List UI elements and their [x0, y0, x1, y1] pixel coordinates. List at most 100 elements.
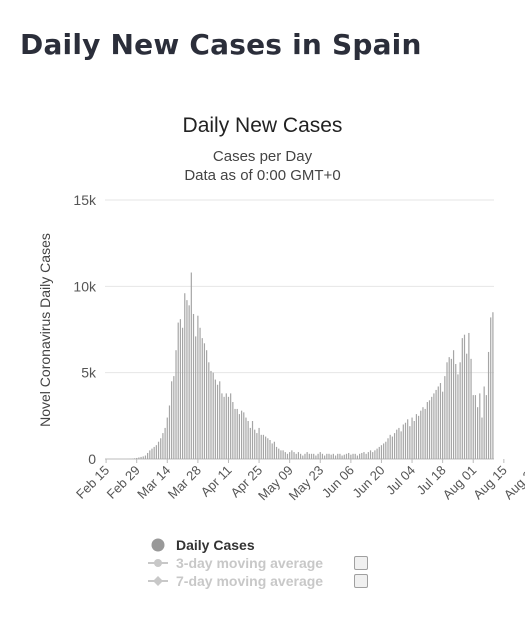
bar — [485, 395, 487, 459]
x-tick-label: Jun 06 — [319, 463, 357, 501]
legend-item-3-day-average[interactable]: 3-day moving average — [148, 554, 378, 572]
x-tick-label: Mar 14 — [134, 463, 173, 502]
bar — [284, 452, 286, 459]
bar — [153, 446, 155, 459]
bar — [332, 453, 334, 459]
bar — [210, 370, 212, 459]
bar — [265, 436, 267, 459]
bar — [470, 358, 472, 459]
x-tick-label: Jul 04 — [383, 463, 418, 498]
legend-checkbox-7-day-average[interactable] — [354, 574, 368, 588]
bar — [402, 424, 404, 459]
bar — [304, 453, 306, 459]
legend-label-3-day-average: 3-day moving average — [176, 555, 324, 571]
bar — [396, 429, 398, 459]
bar — [383, 443, 385, 459]
x-tick-label: Mar 28 — [165, 463, 204, 502]
bar — [413, 421, 415, 459]
bar — [376, 448, 378, 459]
bar — [398, 427, 400, 459]
bar — [291, 450, 293, 459]
bar — [214, 379, 216, 459]
bar — [201, 338, 203, 459]
x-tick-label: Aug 01 — [440, 463, 480, 503]
bar — [367, 452, 369, 459]
bar — [439, 383, 442, 459]
bar — [208, 362, 210, 459]
legend-label-daily-cases: Daily Cases — [176, 537, 255, 553]
bar — [142, 456, 144, 459]
bar — [389, 434, 391, 459]
chart-subtitle-line-1: Cases per Day — [212, 148, 313, 165]
bar — [295, 453, 297, 459]
bar — [354, 453, 356, 459]
bar — [461, 338, 463, 459]
bar — [133, 458, 136, 459]
bar — [260, 434, 262, 459]
bar — [492, 312, 494, 459]
bar — [337, 453, 339, 459]
bar — [490, 317, 492, 459]
bar — [173, 376, 175, 459]
bar — [147, 452, 149, 459]
page-title: Daily New Cases in Spain — [20, 28, 422, 61]
bar — [269, 440, 271, 459]
bar — [319, 452, 321, 459]
bar — [479, 393, 481, 459]
bar — [199, 327, 201, 459]
x-tick-label: Feb 15 — [73, 463, 112, 502]
y-axis-label: Novel Coronavirus Daily Cases — [37, 233, 53, 427]
bar — [385, 441, 387, 459]
bar — [282, 450, 284, 459]
bar — [372, 452, 374, 459]
bar — [275, 446, 278, 459]
bar — [407, 419, 409, 459]
y-tick-label: 0 — [88, 451, 96, 467]
legend-checkbox-3-day-average[interactable] — [354, 556, 368, 570]
bar — [444, 376, 446, 459]
line-diamond-legend-icon — [148, 576, 168, 586]
bar — [481, 417, 483, 459]
bar — [455, 364, 457, 459]
bar — [422, 407, 424, 459]
bar — [197, 315, 199, 459]
bar — [426, 402, 428, 459]
bar — [474, 395, 477, 459]
x-tick-label: Apr 11 — [198, 463, 235, 500]
bar — [431, 396, 433, 459]
bar — [317, 453, 319, 459]
bar — [313, 453, 315, 459]
bar — [348, 452, 350, 459]
bar — [221, 393, 223, 459]
bar — [306, 452, 308, 459]
legend-item-daily-cases[interactable]: Daily Cases — [148, 536, 378, 554]
bar — [450, 358, 452, 459]
bar — [387, 438, 389, 459]
bar — [302, 455, 304, 459]
bar — [155, 445, 157, 459]
bar — [350, 454, 352, 459]
bar — [328, 453, 330, 459]
bar — [171, 381, 173, 459]
bar — [271, 443, 273, 459]
bar — [442, 391, 444, 459]
x-tick-label: Jun 20 — [349, 463, 387, 501]
bar — [334, 455, 337, 459]
bar — [144, 455, 147, 459]
bar — [452, 350, 455, 459]
bar — [160, 438, 162, 459]
bar — [365, 453, 367, 459]
bar — [192, 313, 195, 459]
bar — [184, 293, 186, 459]
x-tick-label: Aug 15 — [470, 463, 510, 503]
bar — [356, 455, 359, 459]
bar — [359, 453, 361, 459]
bar — [258, 427, 260, 459]
bar — [256, 433, 258, 459]
bar — [195, 336, 197, 459]
legend-item-7-day-average[interactable]: 7-day moving average — [148, 572, 378, 590]
x-tick-label: Feb 29 — [104, 463, 143, 502]
bar — [435, 389, 437, 459]
bar — [179, 319, 181, 459]
